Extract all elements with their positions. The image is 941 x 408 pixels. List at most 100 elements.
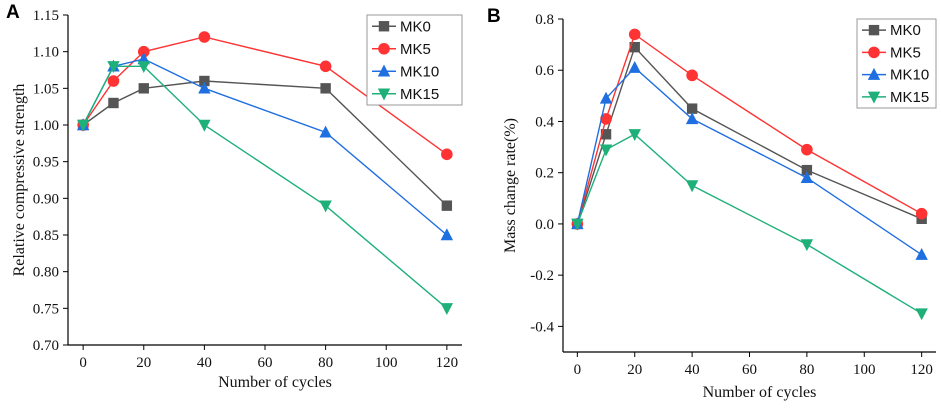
panel-a-legend-label-mk15: MK15 (400, 86, 439, 103)
panel-b-point-mk10 (599, 91, 613, 104)
panel-b-point-mk15 (685, 180, 699, 193)
panel-a-point-mk5 (441, 148, 453, 161)
panel-b-legend-label-mk0: MK0 (890, 22, 921, 39)
panel-a-legend-marker-mk0 (378, 21, 390, 32)
panel-a-point-mk5 (198, 31, 211, 43)
panel-a-point-mk0 (199, 75, 210, 87)
panel-a-point-mk0 (108, 97, 119, 109)
panel-a-y-tick-label: 1.00 (33, 118, 59, 134)
panel-a-line-mk15 (82, 65, 448, 309)
panel-a-y-tick-label: 0.70 (33, 338, 59, 354)
panel-b-point-mk0 (801, 164, 813, 176)
panel-a-x-tick-label: 80 (318, 355, 333, 371)
panel-a-x-tick-label: 20 (136, 355, 151, 371)
panel-b-x-tick-label: 100 (853, 362, 876, 378)
panel-a-point-mk0 (138, 83, 149, 94)
panel-b-legend-label-mk10: MK10 (890, 67, 929, 84)
panel-b-y-axis-title: Mass change rate(%) (502, 118, 519, 253)
panel-b-point-mk10 (685, 112, 699, 125)
panel-b-point-mk15 (571, 218, 584, 231)
panel-b-line-mk0 (576, 45, 922, 225)
panel-a-x-tick-label: 60 (258, 355, 273, 371)
panel-a-y-tick-label: 0.85 (33, 228, 59, 244)
panel-a-point-mk5 (107, 75, 120, 87)
panel-a-point-mk15 (76, 119, 90, 132)
panel-b-point-mk15 (800, 239, 814, 252)
panel-a-legend-marker-mk10 (377, 64, 391, 77)
panel-a-point-mk10 (440, 228, 454, 241)
panel-a-point-mk15 (107, 61, 120, 74)
panel-a-x-tick-label: 40 (197, 355, 212, 371)
panel-b-y-tick-label: -0.4 (530, 319, 554, 335)
panel-a-x-tick-label: 120 (436, 355, 459, 371)
panel-b-legend-label-mk5: MK5 (890, 44, 921, 61)
panel-b-y-tick-label: 0.4 (535, 114, 554, 130)
chart-panel-b: B -0.4 -0.2 0.0 0.2 0.4 0.6 0.8 0 20 40 60 80 100 120… (487, 6, 937, 401)
panel-b-x-tick-label: 20 (627, 362, 642, 378)
panel-b-point-mk10 (628, 60, 641, 73)
chart-panel-a: A 0.70 0.75 0.80 0.85 0.90 0.95 1.00 1.05 1.10 1.… (6, 2, 463, 391)
panel-b-line-mk15 (576, 133, 923, 315)
panel-a-point-mk0 (441, 200, 453, 211)
panel-b-y-tick-label: 0.2 (535, 166, 554, 182)
panel-a-x-axis-title: Number of cycles (218, 374, 332, 391)
panel-b-point-mk0 (629, 41, 640, 53)
panel-a-y-tick-label: 1.05 (33, 81, 59, 97)
panel-a-point-mk15 (319, 200, 332, 213)
panel-a-point-mk15 (198, 119, 211, 132)
panel-a-point-mk10 (319, 125, 332, 138)
panel-b-legend: MK0 MK5 MK10 MK15 (856, 18, 937, 109)
panel-b-point-mk5 (801, 143, 813, 156)
panel-b-point-mk5 (915, 207, 928, 220)
panel-a-legend-label-mk10: MK10 (400, 63, 439, 80)
panel-b-y-tick-label: 0.8 (535, 12, 554, 28)
panel-b-x-tick-label: 0 (574, 362, 582, 378)
panel-b-legend-label-mk15: MK15 (890, 89, 929, 106)
panel-b-x-axis-title: Number of cycles (703, 384, 817, 401)
panel-letter-b: B (487, 6, 501, 27)
panel-b-y-tick-label: 0.0 (535, 217, 554, 233)
panel-b-point-mk10 (915, 247, 928, 260)
panel-a-y-tick-label: 0.80 (33, 265, 59, 281)
panel-a-point-mk10 (198, 81, 211, 94)
panel-a-legend-label-mk5: MK5 (400, 41, 431, 58)
panel-a-point-mk0 (320, 83, 331, 94)
panel-b-legend-marker-mk0 (868, 24, 880, 36)
panel-a-point-mk5 (319, 60, 332, 73)
panel-b-y-tick-label: 0.6 (535, 63, 554, 79)
panel-b-x-tick-label: 120 (910, 362, 933, 378)
panel-a-point-mk5 (137, 45, 150, 58)
panel-b-point-mk15 (915, 308, 928, 321)
panel-a-legend-label-mk0: MK0 (400, 18, 431, 35)
panel-b-legend-marker-mk15 (867, 91, 881, 104)
panel-b-point-mk5 (600, 113, 612, 125)
panel-b-legend-marker-mk5 (868, 46, 880, 59)
panel-a-y-tick-label: 0.95 (33, 155, 59, 171)
panel-a-legend: MK0 MK5 MK10 MK15 (366, 14, 463, 106)
panel-letter-a: A (6, 2, 20, 23)
panel-b-point-mk0 (686, 103, 698, 114)
panel-b-line-mk5 (576, 33, 922, 225)
panel-a-y-tick-label: 1.10 (33, 45, 59, 61)
panel-b-point-mk5 (686, 69, 698, 82)
panel-a-x-tick-label: 100 (375, 355, 398, 371)
panel-b-x-tick-label: 80 (799, 362, 814, 378)
panel-b-point-mk15 (628, 129, 641, 141)
panel-b-point-mk10 (800, 171, 814, 184)
panel-b-point-mk5 (628, 28, 641, 41)
panel-b-x-tick-label: 60 (742, 362, 757, 378)
panel-a-y-tick-label: 0.75 (33, 301, 59, 317)
panel-a-y-tick-label: 0.90 (33, 191, 59, 207)
panel-a-point-mk15 (137, 61, 150, 74)
panel-a-legend-marker-mk5 (378, 42, 390, 55)
panel-a-y-axis-title: Relative compressive strength (11, 84, 28, 277)
panel-a-point-mk15 (440, 303, 454, 316)
panel-b-point-mk15 (599, 144, 613, 157)
panel-b-x-tick-label: 40 (685, 362, 700, 378)
panel-b-legend-marker-mk10 (867, 67, 881, 80)
panel-b-line-mk10 (576, 66, 923, 256)
panel-a-line-mk5 (82, 36, 448, 155)
panel-a-legend-marker-mk15 (377, 88, 391, 101)
panel-b-point-mk0 (600, 129, 612, 140)
